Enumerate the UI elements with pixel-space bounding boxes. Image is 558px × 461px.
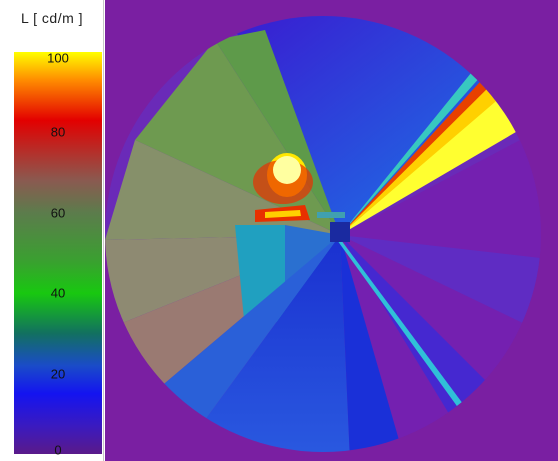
fisheye-circle: [105, 16, 541, 452]
luminance-fisheye-view: [105, 0, 558, 461]
color-scale-bar: [14, 52, 102, 454]
legend-tick-60: 60: [50, 205, 66, 221]
legend-title: L [ cd/m ]: [20, 10, 84, 26]
legend-ticks: 100 80 60 40 20 0: [14, 50, 102, 458]
ceiling-surface: [225, 16, 525, 235]
luminance-legend: L [ cd/m ] 100 80 60 40 20 0: [0, 0, 104, 461]
legend-tick-20: 20: [50, 366, 66, 382]
legend-tick-0: 0: [54, 442, 62, 458]
legend-tick-40: 40: [50, 285, 66, 301]
window-band-yellow: [340, 75, 541, 235]
legend-tick-100: 100: [47, 50, 69, 66]
floor-stripe: [337, 240, 475, 420]
legend-tick-80: 80: [50, 124, 66, 140]
fisheye-render: [105, 0, 558, 461]
floor-surface: [175, 235, 350, 452]
